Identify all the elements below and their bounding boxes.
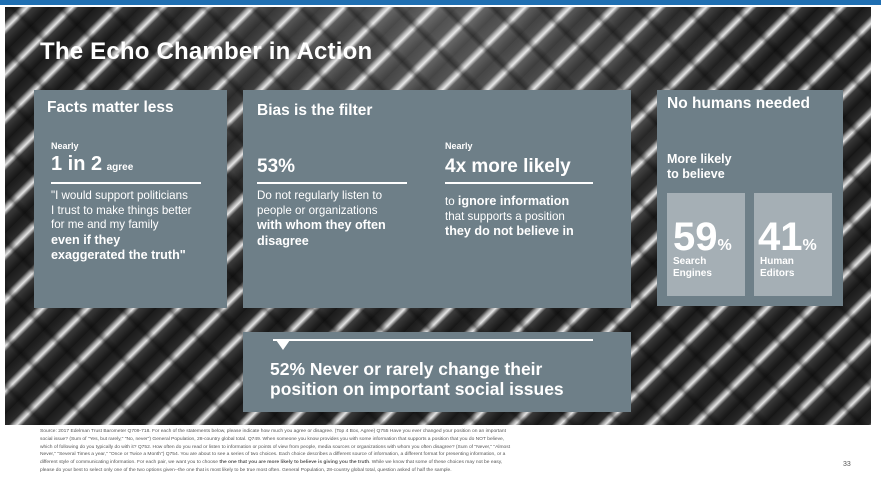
bias-left-line: Do not regularly listen to	[257, 189, 383, 202]
bias-left-emphasis: disagree	[257, 233, 309, 248]
facts-quote-line: I trust to make things better	[51, 203, 192, 217]
facts-panel: Facts matter less Nearly 1 in 2 agree "I…	[34, 90, 227, 308]
humans-panel: No humans needed More likely to believe …	[657, 90, 843, 306]
humans-subtitle-line: More likely	[667, 152, 732, 166]
facts-stat: 1 in 2 agree	[51, 153, 133, 176]
human-editors-stat-box: 41% Human Editors	[754, 193, 832, 296]
social-issues-statement: 52% Never or rarely change their positio…	[270, 359, 564, 399]
human-editors-label: Human Editors	[760, 256, 795, 279]
bias-left-stat: 53%	[257, 156, 296, 177]
facts-stat-suffix: agree	[106, 162, 134, 173]
facts-quote-emphasis: even if they	[51, 232, 121, 247]
humans-subtitle-line: to believe	[667, 167, 725, 181]
search-engines-percent: 59%	[673, 215, 732, 259]
bias-right-emphasis: they do not believe in	[445, 224, 574, 239]
footnote-line: different style of communicating informa…	[40, 460, 503, 466]
bias-right-line: that supports a position	[445, 209, 565, 223]
facts-nearly-label: Nearly	[51, 141, 79, 151]
bias-left-divider	[257, 182, 407, 184]
bias-right-line: to ignore information	[445, 194, 570, 208]
footnote-line: Source: 2017 Edelman Trust Barometer Q70…	[40, 429, 506, 434]
bias-right-divider	[445, 182, 593, 184]
footnote-line: social issue? (Sum of "Yes, but rarely,"…	[40, 436, 505, 442]
arrow-down-icon	[276, 340, 290, 350]
facts-panel-title: Facts matter less	[47, 99, 174, 116]
search-engines-stat-box: 59% Search Engines	[667, 193, 745, 296]
bias-right-nearly-label: Nearly	[445, 141, 473, 151]
top-accent-bar	[0, 0, 881, 5]
facts-quote: "I would support politicians I trust to …	[51, 189, 227, 264]
bias-panel-title: Bias is the filter	[257, 102, 373, 119]
footnote-line: Never," "Several Times a year," "Once or…	[40, 452, 506, 458]
humans-subtitle: More likely to believe	[667, 152, 732, 182]
facts-quote-line: "I would support politicians	[51, 189, 188, 202]
bias-panel: Bias is the filter 53% Do not regularly …	[243, 90, 631, 308]
humans-panel-title: No humans needed	[667, 95, 810, 112]
bias-right-text: to ignore information that supports a po…	[445, 194, 630, 240]
footnote-line: please do your best to select only one o…	[40, 467, 452, 473]
facts-quote-line: for me and my family	[51, 218, 159, 232]
facts-quote-emphasis: exaggerated the truth"	[51, 248, 186, 263]
human-editors-percent: 41%	[758, 215, 817, 259]
social-issues-line: 52% Never or rarely change their	[270, 359, 543, 379]
page-number: 33	[843, 461, 851, 468]
social-issues-line: position on important social issues	[270, 379, 564, 399]
source-footnote: Source: 2017 Edelman Trust Barometer Q70…	[40, 428, 800, 475]
bias-left-text: Do not regularly listen to people or org…	[257, 189, 432, 249]
facts-divider	[51, 182, 201, 184]
footnote-line: which of following do you typically do w…	[40, 444, 511, 450]
bias-left-line: people or organizations	[257, 203, 378, 217]
bias-left-emphasis: with whom they often	[257, 218, 386, 233]
social-issues-panel: 52% Never or rarely change their positio…	[243, 332, 631, 412]
bias-right-stat: 4x more likely	[445, 156, 571, 177]
social-issues-divider	[273, 339, 593, 341]
search-engines-label: Search Engines	[673, 256, 712, 279]
slide-title: The Echo Chamber in Action	[40, 38, 373, 65]
facts-stat-value: 1 in 2	[51, 153, 103, 175]
